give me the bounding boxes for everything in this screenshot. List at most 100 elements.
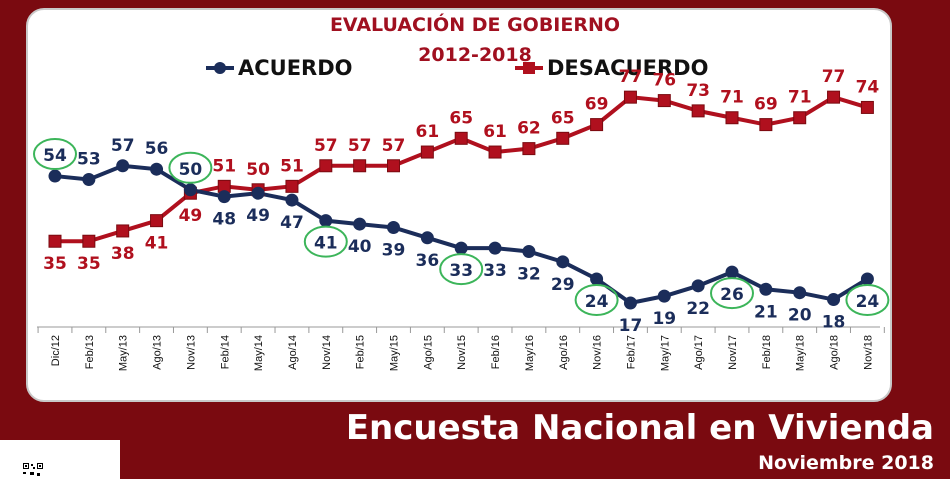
desacuerdo-point <box>150 214 164 228</box>
acuerdo-data-label: 24 <box>856 292 880 312</box>
desacuerdo-data-label: 35 <box>43 254 67 274</box>
acuerdo-point <box>860 272 874 286</box>
x-tick-label: Nov/18 <box>862 335 874 370</box>
desacuerdo-point <box>860 100 874 114</box>
x-tick-label: Nov/14 <box>321 335 333 370</box>
highlight-ellipse <box>33 138 77 171</box>
x-tick-label: Ago/18 <box>829 335 841 370</box>
desacuerdo-data-label: 74 <box>856 77 880 97</box>
acuerdo-point <box>691 279 705 293</box>
x-tick-label: Nov/15 <box>456 335 468 370</box>
legend-desacuerdo-marker <box>515 62 543 74</box>
acuerdo-data-label: 33 <box>449 261 473 281</box>
desacuerdo-data-label: 73 <box>686 81 710 101</box>
highlight-ellipse <box>710 277 754 310</box>
desacuerdo-point <box>827 90 841 104</box>
acuerdo-data-label: 54 <box>43 146 67 166</box>
highlight-ellipse <box>303 225 348 258</box>
acuerdo-data-label: 32 <box>517 265 541 285</box>
desacuerdo-point <box>556 131 570 145</box>
acuerdo-point <box>82 172 96 186</box>
desacuerdo-data-label: 49 <box>179 206 203 226</box>
acuerdo-data-label: 40 <box>348 237 372 257</box>
desacuerdo-point <box>82 234 96 248</box>
acuerdo-data-label: 50 <box>179 160 203 180</box>
desacuerdo-data-label: 57 <box>382 136 406 156</box>
acuerdo-point <box>150 162 164 176</box>
desacuerdo-data-label: 71 <box>720 88 744 108</box>
desacuerdo-point <box>623 90 637 104</box>
acuerdo-point <box>217 190 231 204</box>
x-tick-label: May/16 <box>524 335 536 371</box>
legend-acuerdo-marker <box>206 62 234 74</box>
acuerdo-data-label: 24 <box>585 292 609 312</box>
highlight-ellipse <box>845 283 890 316</box>
acuerdo-data-label: 18 <box>822 313 846 333</box>
acuerdo-data-label: 57 <box>111 136 135 156</box>
x-tick-label: Ago/17 <box>693 335 705 370</box>
x-tick-label: Nov/17 <box>727 335 739 370</box>
desacuerdo-data-label: 35 <box>77 254 101 274</box>
desacuerdo-data-label: 50 <box>246 160 270 180</box>
acuerdo-data-label: 56 <box>145 139 169 159</box>
desacuerdo-data-label: 65 <box>449 108 473 128</box>
acuerdo-point <box>285 193 299 207</box>
x-tick-label: Feb/13 <box>84 335 96 369</box>
x-tick-label: Ago/14 <box>287 335 299 370</box>
chart-title: EVALUACIÓN DE GOBIERNO <box>329 14 621 36</box>
desacuerdo-point <box>319 159 333 173</box>
acuerdo-data-label: 22 <box>686 299 710 319</box>
acuerdo-point <box>590 272 604 286</box>
acuerdo-point <box>183 183 197 197</box>
desacuerdo-data-label: 51 <box>280 156 304 176</box>
x-tick-label: May/13 <box>118 335 130 371</box>
desacuerdo-point <box>488 145 502 159</box>
acuerdo-data-label: 47 <box>280 213 304 233</box>
acuerdo-data-label: 41 <box>314 234 338 254</box>
acuerdo-point <box>725 265 739 279</box>
acuerdo-point <box>251 186 265 200</box>
footer-date: Noviembre 2018 <box>758 452 934 474</box>
footer-survey-name: Encuesta Nacional en Vivienda <box>345 408 934 448</box>
acuerdo-data-label: 29 <box>551 275 575 295</box>
acuerdo-point <box>623 296 637 310</box>
acuerdo-point <box>387 221 400 235</box>
desacuerdo-data-label: 51 <box>212 156 236 176</box>
x-tick-label: Feb/17 <box>625 335 637 369</box>
highlight-ellipse <box>439 253 484 286</box>
acuerdo-point <box>827 293 841 307</box>
acuerdo-point <box>420 231 434 245</box>
x-tick-label: Ago/13 <box>152 335 164 370</box>
desacuerdo-point <box>48 234 62 248</box>
x-tick-label: Nov/16 <box>592 335 604 370</box>
acuerdo-data-label: 36 <box>416 251 440 271</box>
acuerdo-data-label: 39 <box>382 241 406 261</box>
acuerdo-point <box>319 214 333 228</box>
desacuerdo-data-label: 69 <box>754 95 778 115</box>
acuerdo-point <box>353 217 367 231</box>
acuerdo-data-label: 19 <box>652 309 676 329</box>
desacuerdo-point <box>387 159 400 173</box>
x-tick-label: Feb/15 <box>355 335 367 369</box>
x-tick-label: Nov/13 <box>185 335 197 370</box>
desacuerdo-data-label: 62 <box>517 119 541 139</box>
acuerdo-point <box>454 241 468 255</box>
highlight-ellipse <box>574 283 619 316</box>
chart-subtitle: 2012-2018 <box>418 44 532 66</box>
highlight-ellipse <box>168 151 213 184</box>
acuerdo-data-label: 49 <box>246 206 270 226</box>
acuerdo-point <box>116 159 130 173</box>
acuerdo-data-label: 26 <box>720 285 744 305</box>
desacuerdo-data-label: 71 <box>788 88 812 108</box>
desacuerdo-point <box>725 111 739 125</box>
desacuerdo-point <box>116 224 130 238</box>
desacuerdo-data-label: 77 <box>822 67 846 87</box>
x-tick-label: Feb/18 <box>761 335 773 369</box>
desacuerdo-data-label: 57 <box>314 136 338 156</box>
x-tick-label: May/15 <box>389 335 401 371</box>
desacuerdo-point <box>691 104 705 118</box>
desacuerdo-data-label: 41 <box>145 234 169 254</box>
desacuerdo-data-label: 61 <box>416 122 440 142</box>
acuerdo-point <box>522 245 536 259</box>
